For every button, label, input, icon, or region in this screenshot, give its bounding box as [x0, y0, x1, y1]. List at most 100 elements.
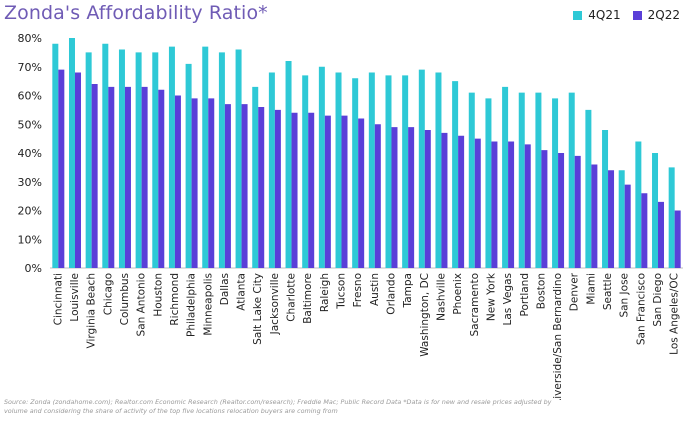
bar-4q21 [635, 141, 642, 268]
x-tick-label: Minneapolis [202, 273, 214, 336]
bar-4q21 [335, 72, 342, 268]
bar-4q21 [68, 38, 75, 268]
bar-2q22 [641, 193, 648, 268]
bar-4q21 [485, 98, 492, 269]
bar-2q22 [524, 144, 531, 269]
bar-2q22 [208, 98, 215, 269]
y-tick-label: 60% [18, 90, 42, 103]
bar-4q21 [85, 52, 92, 269]
chart-title: Zonda's Affordability Ratio* [4, 2, 268, 24]
legend-label-4q21: 4Q21 [588, 8, 621, 22]
bar-chart: 0% 10% 20% 30% 40% 50% 60% 70% 80% Cincinnati Loui… [18, 32, 683, 400]
x-tick-label: Dallas [219, 273, 231, 305]
bar-4q21 [468, 92, 475, 269]
bar-4q21 [168, 46, 175, 269]
x-tick-label: Fresno [352, 273, 364, 307]
x-tick-label: Seattle [602, 273, 614, 310]
x-tick-label: New York [485, 272, 497, 321]
bar-2q22 [274, 109, 281, 269]
bar-2q22 [558, 153, 565, 268]
bar-4q21 [102, 43, 109, 268]
bar-2q22 [658, 201, 665, 269]
source-note: Source: Zonda (zondahome.com); Realtor.c… [4, 398, 552, 415]
x-tick-label: Orlando [385, 273, 397, 315]
legend-label-2q22: 2Q22 [647, 8, 680, 22]
bar-4q21 [235, 49, 242, 268]
bar-2q22 [74, 72, 81, 268]
bar-2q22 [91, 84, 98, 268]
bar-2q22 [224, 104, 231, 269]
x-tick-label: San Antonio [136, 273, 148, 336]
bar-4q21 [602, 130, 609, 268]
bar-4q21 [285, 61, 292, 268]
x-tick-label: Las Vegas [502, 273, 514, 326]
x-tick-label: Boston [535, 273, 547, 309]
bar-2q22 [124, 86, 131, 269]
x-tick-label: Portland [519, 273, 531, 317]
x-tick-label: Miami [585, 273, 597, 305]
bar-4q21 [452, 81, 459, 269]
legend-swatch-4q21 [573, 10, 583, 20]
bar-2q22 [191, 98, 198, 269]
bar-2q22 [374, 124, 381, 268]
bar-4q21 [302, 75, 309, 269]
x-tick-label: Austin [369, 273, 381, 306]
x-tick-label: San Diego [652, 273, 664, 327]
y-tick-label: 10% [18, 233, 42, 246]
x-tick-label: Tampa [402, 273, 414, 308]
bar-4q21 [535, 92, 542, 269]
x-tick-label: Atlanta [236, 273, 248, 311]
bar-4q21 [202, 46, 209, 269]
bar-2q22 [541, 150, 548, 269]
bar-2q22 [508, 141, 515, 268]
bar-2q22 [241, 104, 248, 269]
bar-2q22 [158, 89, 165, 268]
bar-2q22 [574, 155, 581, 269]
x-tick-label: Los Angeles/OC [669, 273, 681, 355]
x-tick-label: Salt Lake City [252, 273, 264, 345]
bar-2q22 [358, 118, 365, 268]
x-tick-label: Chicago [102, 273, 114, 315]
bar-2q22 [258, 107, 265, 268]
bar-2q22 [141, 86, 148, 269]
bar-4q21 [502, 86, 509, 269]
x-tick-label: Cincinnati [52, 273, 64, 325]
x-tick-label: Columbus [119, 273, 131, 325]
bar-4q21 [135, 52, 142, 269]
x-tick-label: Baltimore [302, 273, 314, 324]
y-tick-label: 40% [18, 147, 42, 160]
x-tick-label: Washington, DC [419, 273, 431, 357]
bar-4q21 [218, 52, 225, 269]
bar-4q21 [52, 43, 59, 268]
x-tick-label: Richmond [169, 273, 181, 326]
x-tick-label: Tucson [336, 273, 348, 310]
bar-4q21 [568, 92, 575, 269]
bar-4q21 [368, 72, 375, 268]
bar-2q22 [608, 170, 615, 268]
bar-2q22 [491, 141, 498, 268]
y-tick-label: 0% [25, 262, 42, 275]
bar-2q22 [391, 127, 398, 269]
y-tick-label: 50% [18, 118, 42, 131]
y-tick-label: 20% [18, 205, 42, 218]
bar-2q22 [308, 112, 315, 268]
bar-2q22 [408, 127, 415, 269]
x-tick-label: Louisville [69, 273, 81, 322]
bar-4q21 [385, 75, 392, 269]
bar-2q22 [474, 138, 481, 269]
x-tick-label: Denver [569, 272, 581, 311]
legend-swatch-2q22 [632, 10, 642, 20]
x-tick-label: Jacksonville [269, 273, 281, 335]
x-tick-label: Phoenix [452, 273, 464, 315]
legend: 4Q21 2Q22 [573, 8, 680, 22]
x-tick-label: San Jose [619, 273, 631, 318]
bar-2q22 [458, 135, 465, 268]
bar-2q22 [58, 69, 65, 269]
bar-4q21 [252, 86, 259, 269]
y-tick-label: 70% [18, 61, 42, 74]
bar-2q22 [291, 112, 298, 268]
bar-4q21 [185, 63, 192, 269]
x-tick-label: Philadelphia [186, 273, 198, 337]
y-tick-label: 80% [18, 32, 42, 45]
x-tick-label: Riverside/San Bernardino [552, 273, 564, 400]
